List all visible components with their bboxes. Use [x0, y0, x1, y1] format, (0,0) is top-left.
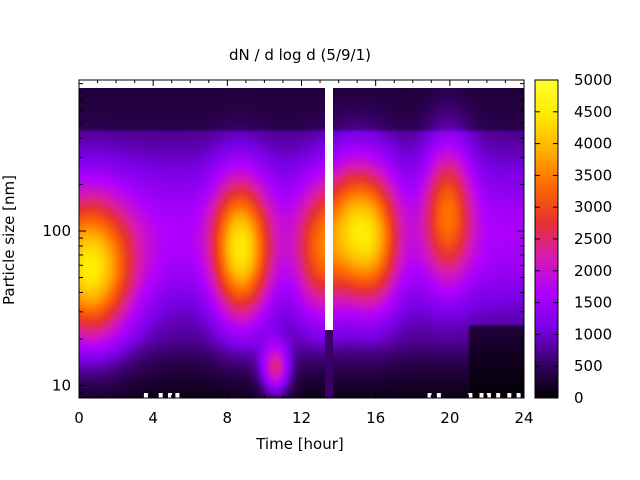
colorbar-tick-label: 5000 — [574, 71, 612, 89]
gap-cell — [427, 393, 432, 398]
colorbar-tick-label: 1500 — [574, 294, 612, 312]
gap-cell — [168, 393, 172, 398]
colorbar-tick-label: 4000 — [574, 135, 612, 153]
y-axis-label: Particle size [nm] — [0, 175, 18, 305]
colorbar-tick-label: 0 — [574, 389, 584, 407]
x-tick-label: 16 — [366, 409, 385, 427]
x-tick-label: 12 — [292, 409, 311, 427]
heatmap-area — [79, 86, 524, 398]
colorbar-tick-label: 4500 — [574, 103, 612, 121]
gap-cell — [436, 393, 441, 398]
chart-title: dN / d log d (5/9/1) — [229, 46, 371, 64]
x-tick-label: 4 — [148, 409, 158, 427]
gap-cell — [507, 393, 512, 398]
colorbar-tick-label: 2500 — [574, 230, 612, 248]
gap-cell — [158, 393, 163, 398]
x-tick-label: 20 — [440, 409, 459, 427]
data-gap — [325, 86, 333, 330]
low-size-gaps — [143, 393, 521, 398]
colorbar-gradient — [535, 80, 558, 398]
gap-cell — [486, 393, 491, 398]
y-tick-label: 100 — [42, 222, 71, 240]
data-gap-lower — [325, 330, 333, 398]
colorbar-tick-label: 3000 — [574, 198, 612, 216]
heatmap-cells — [79, 88, 524, 398]
colorbar-axis: 0 500 1000 1500 2000 2500 3000 3500 4000 4500 5000 — [535, 71, 612, 407]
gap-cell — [516, 393, 521, 398]
x-axis-label: Time [hour] — [255, 435, 344, 453]
gap-cell — [496, 393, 501, 398]
gap-cell — [468, 393, 473, 398]
x-axis: 0 4 8 12 16 20 24 — [74, 80, 534, 427]
x-tick-label: 8 — [223, 409, 233, 427]
colorbar-tick-label: 500 — [574, 357, 603, 375]
gap-cell — [143, 393, 148, 398]
colorbar: 0 500 1000 1500 2000 2500 3000 3500 4000 4500 5000 — [534, 71, 612, 407]
colorbar-tick-label: 3500 — [574, 166, 612, 184]
x-tick-label: 0 — [74, 409, 84, 427]
colorbar-tick-label: 2000 — [574, 262, 612, 280]
y-tick-label: 10 — [52, 376, 71, 394]
colorbar-tick-label: 1000 — [574, 325, 612, 343]
x-tick-label: 24 — [514, 409, 533, 427]
gap-cell — [175, 393, 180, 398]
y-axis: 10 100 — [42, 83, 524, 394]
gap-cell — [479, 393, 484, 398]
